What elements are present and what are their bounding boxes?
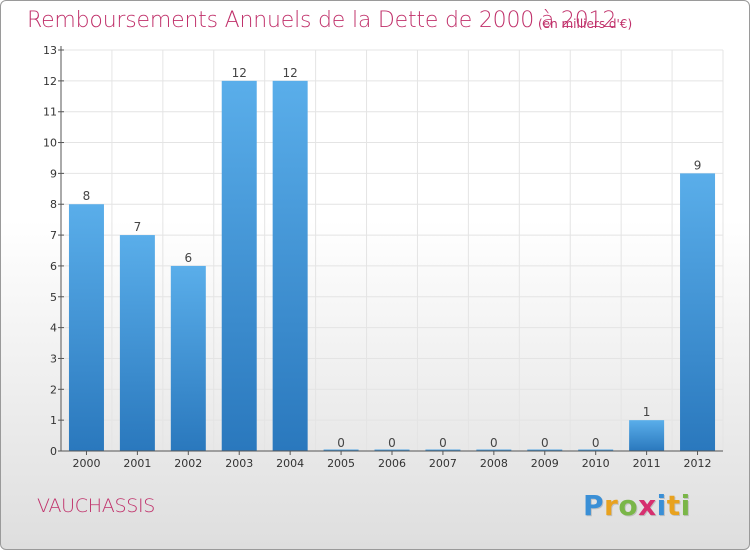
data-label: 0 — [592, 436, 600, 450]
chart-title: Remboursements Annuels de la Dette de 20… — [27, 8, 617, 33]
data-label: 7 — [134, 220, 142, 234]
x-tick-label: 2004 — [276, 457, 304, 470]
x-tick-label: 2005 — [327, 457, 355, 470]
data-label: 1 — [643, 405, 651, 419]
logo-letter: x — [638, 489, 657, 522]
unit-label: (en milliers d'€) — [538, 17, 633, 31]
logo-letter: o — [618, 489, 639, 522]
logo-letter: r — [604, 489, 619, 522]
bar — [425, 449, 461, 451]
x-tick-label: 2007 — [429, 457, 457, 470]
logo-letter: i — [656, 489, 667, 522]
commune-name: VAUCHASSIS — [37, 495, 156, 517]
y-tick-label: 0 — [50, 445, 57, 458]
data-label: 0 — [388, 436, 396, 450]
bar — [68, 204, 104, 451]
data-label: 9 — [694, 158, 702, 172]
data-label: 0 — [337, 436, 345, 450]
x-tick-label: 2000 — [72, 457, 100, 470]
y-tick-label: 13 — [43, 44, 57, 57]
bar — [272, 80, 308, 451]
data-label: 0 — [490, 436, 498, 450]
x-tick-label: 2001 — [123, 457, 151, 470]
y-tick-label: 12 — [43, 75, 57, 88]
x-tick-label: 2002 — [174, 457, 202, 470]
bar — [680, 173, 716, 451]
x-tick-label: 2010 — [582, 457, 610, 470]
bar — [527, 449, 563, 451]
y-tick-label: 3 — [50, 352, 57, 365]
y-tick-label: 10 — [43, 137, 57, 150]
bar — [221, 80, 257, 451]
x-tick-label: 2009 — [531, 457, 559, 470]
y-tick-label: 6 — [50, 260, 57, 273]
logo-letter: P — [583, 489, 605, 522]
x-tick-label: 2008 — [480, 457, 508, 470]
bar — [119, 235, 155, 451]
bar — [374, 449, 410, 451]
x-tick-label: 2012 — [684, 457, 712, 470]
data-label: 8 — [83, 189, 91, 203]
data-labels: 8 7 6 12 12 0 0 0 0 0 0 1 9 — [83, 66, 702, 450]
bar — [578, 449, 614, 451]
bars — [68, 80, 716, 451]
data-label: 0 — [541, 436, 549, 450]
y-tick-label: 5 — [50, 291, 57, 304]
y-tick-label: 7 — [50, 229, 57, 242]
y-tick-label: 4 — [50, 322, 57, 335]
data-label: 6 — [184, 251, 192, 265]
x-tick-label: 2003 — [225, 457, 253, 470]
bar — [629, 420, 665, 451]
y-tick-label: 2 — [50, 383, 57, 396]
x-tick-label: 2011 — [633, 457, 661, 470]
y-tick-label: 11 — [43, 106, 57, 119]
logo-letter: t — [666, 489, 681, 522]
proxiti-logo[interactable]: Proxiti — [583, 489, 691, 522]
x-tick-label: 2006 — [378, 457, 406, 470]
bar — [323, 449, 359, 451]
bar — [476, 449, 512, 451]
y-tick-label: 9 — [50, 167, 57, 180]
logo-letter: i — [680, 489, 691, 522]
bar — [170, 265, 206, 451]
data-label: 12 — [283, 66, 298, 80]
y-tick-label: 8 — [50, 198, 57, 211]
grid-lines — [61, 49, 724, 451]
y-tick-label: 1 — [50, 414, 57, 427]
data-label: 12 — [232, 66, 247, 80]
data-label: 0 — [439, 436, 447, 450]
